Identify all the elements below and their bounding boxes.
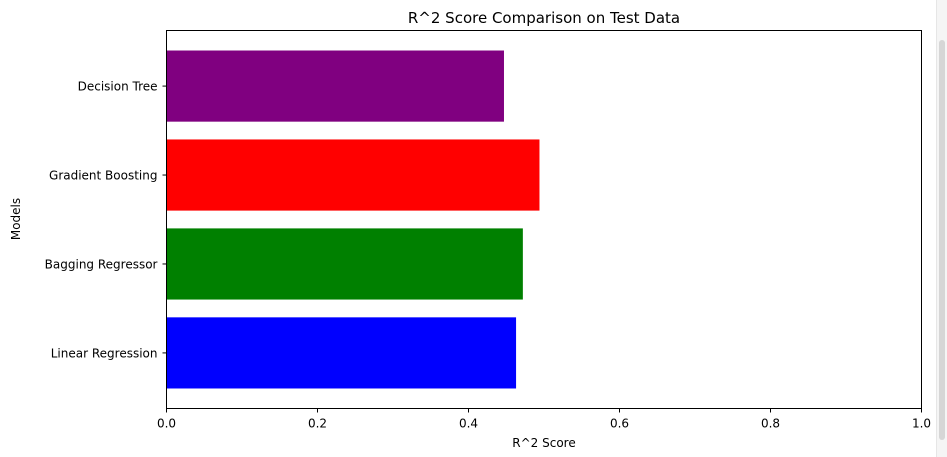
chart-title: R^2 Score Comparison on Test Data: [408, 9, 680, 27]
scrollbar[interactable]: [936, 0, 947, 457]
x-tick-label: 0.8: [761, 417, 780, 431]
bar-bagging-regressor: [166, 228, 523, 300]
x-tick-label: 0.0: [157, 417, 176, 431]
y-tick-label: Linear Regression: [51, 346, 158, 360]
bar-decision-tree: [166, 50, 504, 122]
x-tick-label: 0.2: [308, 417, 327, 431]
y-tick-labels: Linear Regression Bagging Regressor Gradie…: [45, 80, 167, 360]
bar-linear-regression: [166, 317, 517, 389]
x-tick-label: 0.4: [459, 417, 478, 431]
bar-gradient-boosting: [166, 139, 540, 211]
plot-area-frame: [166, 30, 922, 409]
y-tick-label: Gradient Boosting: [49, 169, 157, 183]
scrollbar-thumb[interactable]: [939, 40, 945, 440]
y-tick-label: Bagging Regressor: [45, 257, 158, 271]
x-axis-label: R^2 Score: [512, 436, 575, 450]
x-tick-label: 0.6: [610, 417, 629, 431]
x-tick-labels: 0.0 0.2 0.4 0.6 0.8 1.0: [157, 408, 931, 431]
y-axis-label: Models: [9, 198, 23, 240]
x-tick-label: 1.0: [912, 417, 931, 431]
y-tick-label: Decision Tree: [78, 80, 158, 94]
bars-group: [166, 50, 540, 389]
